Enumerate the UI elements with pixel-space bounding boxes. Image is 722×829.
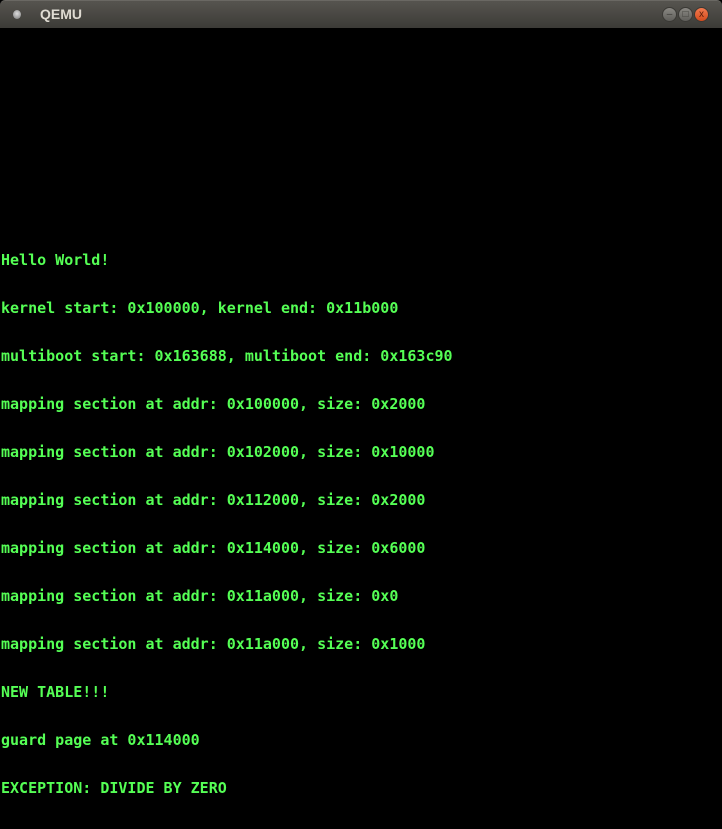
window-title: QEMU — [40, 6, 82, 22]
maximize-button[interactable]: □ — [678, 7, 693, 22]
console-line: mapping section at addr: 0x102000, size:… — [1, 443, 435, 461]
title-bar[interactable]: QEMU – □ x — [0, 0, 722, 28]
console-line: mapping section at addr: 0x11a000, size:… — [1, 635, 426, 653]
console-line: EXCEPTION: DIVIDE BY ZERO — [1, 779, 227, 797]
console-line: mapping section at addr: 0x11a000, size:… — [1, 587, 399, 605]
console-output: Hello World! kernel start: 0x100000, ker… — [1, 220, 453, 828]
vm-display[interactable]: Hello World! kernel start: 0x100000, ker… — [0, 28, 722, 796]
console-line: multiboot start: 0x163688, multiboot end… — [1, 347, 453, 365]
console-line: mapping section at addr: 0x112000, size:… — [1, 491, 426, 509]
console-line: mapping section at addr: 0x114000, size:… — [1, 539, 426, 557]
console-line: Hello World! — [1, 251, 110, 269]
console-line: NEW TABLE!!! — [1, 683, 110, 701]
console-line: guard page at 0x114000 — [1, 731, 200, 749]
console-line: kernel start: 0x100000, kernel end: 0x11… — [1, 299, 399, 317]
qemu-app-icon — [13, 10, 21, 19]
minimize-button[interactable]: – — [662, 7, 677, 22]
close-button[interactable]: x — [694, 7, 709, 22]
console-line: mapping section at addr: 0x100000, size:… — [1, 395, 426, 413]
